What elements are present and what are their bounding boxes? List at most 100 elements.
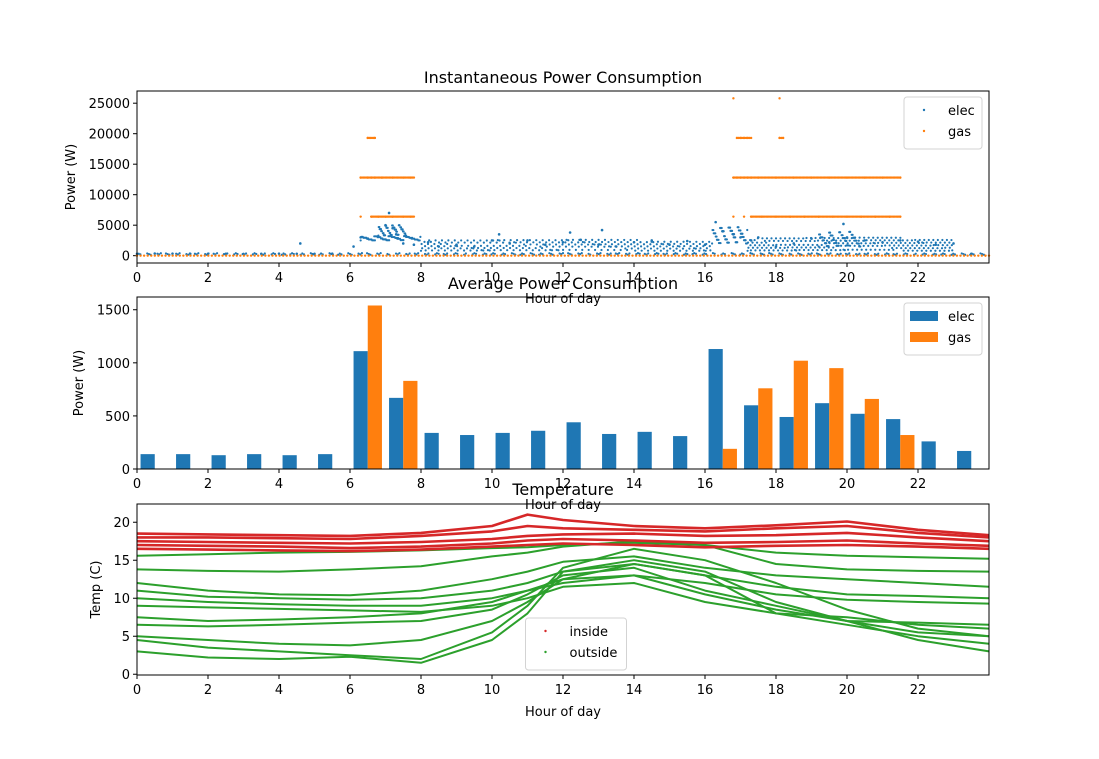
gas-point [185, 254, 189, 257]
elec-point [694, 247, 697, 250]
gas-point [360, 254, 363, 257]
elec-point [851, 242, 854, 245]
gas-point [859, 254, 862, 257]
elec-point [681, 247, 685, 250]
elec-point [593, 248, 597, 252]
elec-point [603, 245, 606, 248]
legend-marker [544, 650, 547, 654]
gas-point [381, 254, 385, 257]
elec-point [924, 244, 928, 247]
elec-point [522, 239, 525, 242]
elec-point [871, 244, 874, 247]
bars [140, 305, 972, 469]
elec-point [393, 228, 396, 231]
elec-point [839, 252, 842, 255]
elec-point [222, 252, 226, 256]
elec-point [828, 242, 831, 245]
elec-point [770, 237, 773, 240]
elec-point [367, 238, 370, 241]
elec-bar [744, 405, 759, 469]
elec-point [401, 230, 405, 233]
elec-point [908, 241, 911, 245]
elec-point [892, 239, 895, 242]
elec-point [655, 243, 658, 246]
elec-point [693, 252, 696, 255]
legend-marker [544, 629, 547, 633]
elec-point [399, 226, 402, 229]
elec-point [885, 236, 888, 239]
x-axis-label: Hour of day [525, 705, 601, 720]
elec-point [610, 243, 614, 246]
elec-point [446, 242, 449, 246]
elec-point [386, 229, 390, 233]
instantaneous-power-panel: Instantaneous Power Consumption Hour of d… [64, 68, 991, 307]
legend-label: outside [570, 646, 618, 661]
elec-point [726, 241, 729, 244]
elec-point [886, 241, 889, 244]
gas-bar [900, 435, 915, 469]
y-tick-label: 5000 [97, 219, 130, 234]
chart-title: Average Power Consumption [448, 274, 678, 293]
elec-point [797, 252, 800, 255]
elec-point [891, 246, 894, 250]
elec-point [795, 246, 799, 249]
gas-point [731, 254, 734, 257]
elec-point [508, 241, 511, 244]
elec-point [778, 252, 781, 255]
gas-point [214, 254, 217, 257]
elec-point [400, 228, 403, 231]
elec-point [737, 229, 740, 232]
elec-point [378, 227, 381, 231]
elec-point [542, 243, 545, 246]
y-tick-label: 1000 [97, 357, 130, 372]
elec-point [811, 243, 814, 247]
gas-point [545, 254, 549, 257]
elec-point [845, 244, 848, 247]
elec-point [809, 246, 812, 249]
gas-point [299, 254, 303, 257]
elec-point [568, 231, 572, 234]
gas-point [860, 215, 863, 218]
legend: elec gas [903, 96, 983, 150]
elec-point [619, 248, 622, 252]
gas-point [524, 254, 527, 257]
legend: elec gas [903, 302, 983, 356]
gas-point [380, 176, 384, 179]
x-tick-label: 16 [697, 271, 714, 286]
gas-point [164, 254, 167, 257]
elec-point [552, 245, 555, 248]
elec-point [389, 233, 392, 237]
elec-point [558, 245, 561, 248]
elec-point [459, 247, 462, 250]
gas-point [742, 176, 746, 179]
gas-point [677, 254, 681, 257]
elec-point [736, 226, 739, 229]
elec-point [627, 245, 630, 248]
x-tick-label: 4 [275, 477, 283, 492]
gas-point [157, 254, 160, 257]
elec-point [856, 248, 859, 251]
gas-point [146, 254, 149, 257]
elec-point [671, 245, 675, 248]
gas-point [584, 254, 588, 257]
elec-point [765, 237, 769, 240]
elec-point [453, 247, 456, 250]
elec-point [950, 253, 953, 256]
x-tick-label: 10 [484, 477, 501, 492]
elec-point [435, 252, 439, 255]
elec-point [925, 249, 928, 252]
elec-point [473, 244, 476, 247]
elec-point [793, 248, 797, 252]
gas-point [356, 254, 360, 257]
elec-point [892, 248, 895, 251]
elec-point [373, 235, 376, 238]
elec-point [816, 243, 819, 247]
elec-point [742, 239, 746, 242]
gas-point [246, 254, 249, 257]
elec-point [482, 249, 485, 252]
elec-point [734, 241, 737, 244]
elec-point [834, 249, 837, 252]
gas-point [838, 254, 841, 257]
elec-point [423, 245, 427, 248]
elec-point [944, 246, 947, 249]
